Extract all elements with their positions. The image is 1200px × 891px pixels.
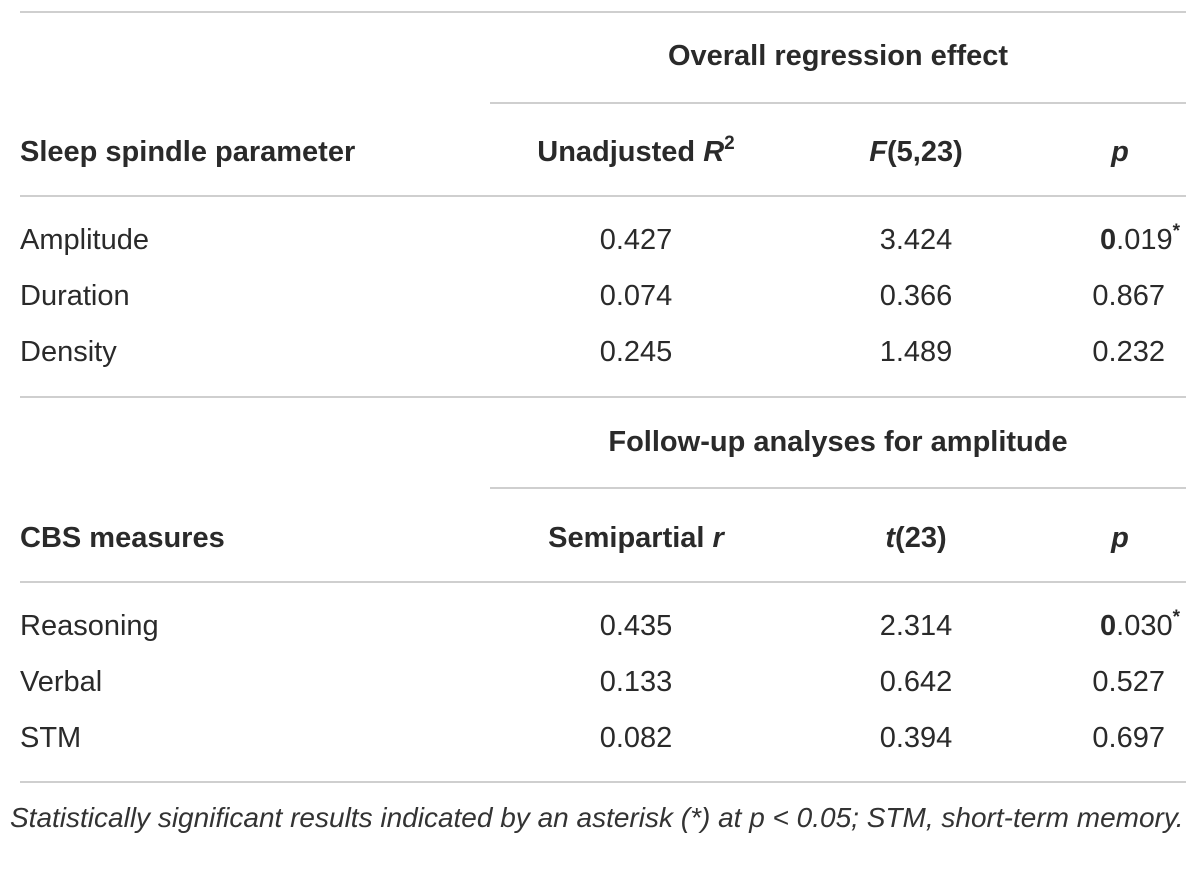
row-t-value: 2.314 bbox=[879, 610, 953, 642]
col-header-sleep-spindle-parameter: Sleep spindle parameter bbox=[20, 136, 356, 168]
row-p-value: 0.697 bbox=[1092, 722, 1165, 754]
row-p-value-significant: 0.030* bbox=[1100, 607, 1180, 642]
row-p-value-significant: 0.019* bbox=[1100, 221, 1180, 256]
row-r2-value: 0.427 bbox=[599, 224, 673, 256]
row-label: Verbal bbox=[20, 666, 103, 698]
col-header-t-statistic: t(23) bbox=[885, 522, 947, 554]
row-p-value: 0.527 bbox=[1092, 666, 1165, 698]
col-header-cbs-measures: CBS measures bbox=[20, 522, 225, 554]
row-label: STM bbox=[20, 722, 82, 754]
header-bottom-rule-1 bbox=[20, 195, 1186, 197]
row-f-value: 0.366 bbox=[879, 280, 953, 312]
row-p-value: 0.867 bbox=[1092, 280, 1165, 312]
row-label: Density bbox=[20, 336, 117, 368]
col-header-p-value: p bbox=[1111, 522, 1129, 554]
row-r2-value: 0.245 bbox=[599, 336, 673, 368]
table-bottom-rule bbox=[20, 781, 1186, 783]
row-r-value: 0.082 bbox=[599, 722, 673, 754]
row-f-value: 3.424 bbox=[879, 224, 953, 256]
group-header-rule-1 bbox=[490, 102, 1186, 104]
row-t-value: 0.394 bbox=[879, 722, 953, 754]
col-header-f-statistic: F(5,23) bbox=[869, 136, 963, 168]
row-label: Amplitude bbox=[20, 224, 149, 256]
row-r2-value: 0.074 bbox=[599, 280, 673, 312]
row-label: Duration bbox=[20, 280, 130, 312]
col-header-semipartial-r: Semipartial r bbox=[548, 522, 724, 554]
col-header-unadjusted-r2: Unadjusted R2 bbox=[537, 133, 735, 168]
group-header-rule-2 bbox=[490, 487, 1186, 489]
group-header-overall-regression: Overall regression effect bbox=[667, 40, 1009, 72]
header-bottom-rule-2 bbox=[20, 581, 1186, 583]
row-r-value: 0.435 bbox=[599, 610, 673, 642]
row-r-value: 0.133 bbox=[599, 666, 673, 698]
row-p-value: 0.232 bbox=[1092, 336, 1165, 368]
col-header-p-value: p bbox=[1111, 136, 1129, 168]
table-caption: Statistically significant results indica… bbox=[10, 802, 1184, 833]
group-header-follow-up-analyses: Follow-up analyses for amplitude bbox=[608, 426, 1068, 458]
section-divider-rule bbox=[20, 396, 1186, 398]
row-f-value: 1.489 bbox=[879, 336, 953, 368]
row-label: Reasoning bbox=[20, 610, 159, 642]
table-top-rule bbox=[20, 11, 1186, 13]
row-t-value: 0.642 bbox=[879, 666, 953, 698]
